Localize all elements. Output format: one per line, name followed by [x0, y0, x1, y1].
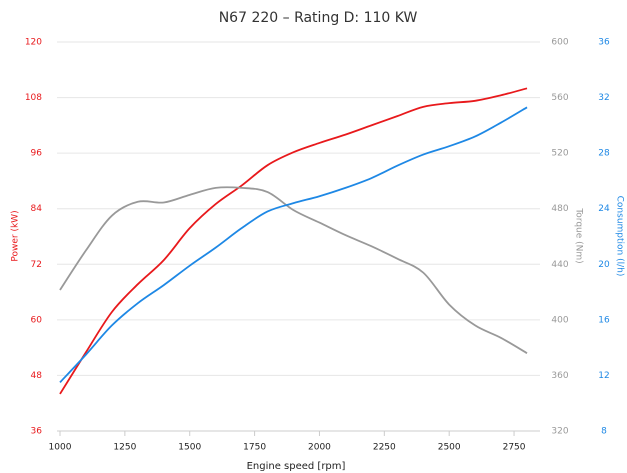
y2-tick-label: 560: [551, 93, 568, 103]
x-tick-label: 1500: [178, 443, 201, 453]
y3-tick-label: 16: [598, 315, 610, 325]
y-tick-label: 48: [31, 371, 43, 381]
x-tick-label: 2750: [503, 443, 526, 453]
y-tick-label: 84: [31, 204, 43, 214]
y-tick-label: 36: [31, 427, 43, 437]
y3-tick-label: 20: [598, 260, 610, 270]
y2-tick-label: 600: [551, 38, 568, 48]
y2-axis-title: Torque (Nm): [574, 207, 584, 263]
y2-tick-label: 360: [551, 371, 568, 381]
chart-title: N67 220 – Rating D: 110 KW: [219, 10, 418, 26]
y3-tick-label: 8: [601, 427, 607, 437]
x-tick-label: 2250: [373, 443, 396, 453]
y-tick-label: 60: [31, 315, 43, 325]
y2-tick-label: 440: [551, 260, 568, 270]
y2-tick-label: 400: [551, 315, 568, 325]
y2-tick-label: 520: [551, 149, 568, 159]
x-axis-title: Engine speed [rpm]: [247, 461, 346, 472]
y3-tick-label: 36: [598, 38, 610, 48]
y2-tick-label: 480: [551, 204, 568, 214]
y-tick-label: 108: [25, 93, 42, 103]
y-tick-label: 96: [31, 149, 43, 159]
y3-tick-label: 32: [598, 93, 609, 103]
y2-tick-label: 320: [551, 427, 568, 437]
series-line: [59, 106, 528, 383]
x-tick-label: 1750: [243, 443, 266, 453]
y-tick-label: 120: [25, 38, 42, 48]
y3-tick-label: 24: [598, 204, 610, 214]
series-line: [59, 186, 528, 354]
x-tick-label: 2500: [438, 443, 461, 453]
y3-tick-label: 12: [598, 371, 609, 381]
y3-axis-title: Consumption (l/h): [615, 196, 625, 277]
series-line: [59, 87, 528, 395]
x-tick-label: 2000: [308, 443, 331, 453]
x-tick-label: 1250: [113, 443, 136, 453]
y-tick-label: 72: [31, 260, 42, 270]
y3-tick-label: 28: [598, 149, 610, 159]
x-tick-label: 1000: [49, 443, 72, 453]
y-axis-title: Power (kW): [11, 210, 21, 261]
